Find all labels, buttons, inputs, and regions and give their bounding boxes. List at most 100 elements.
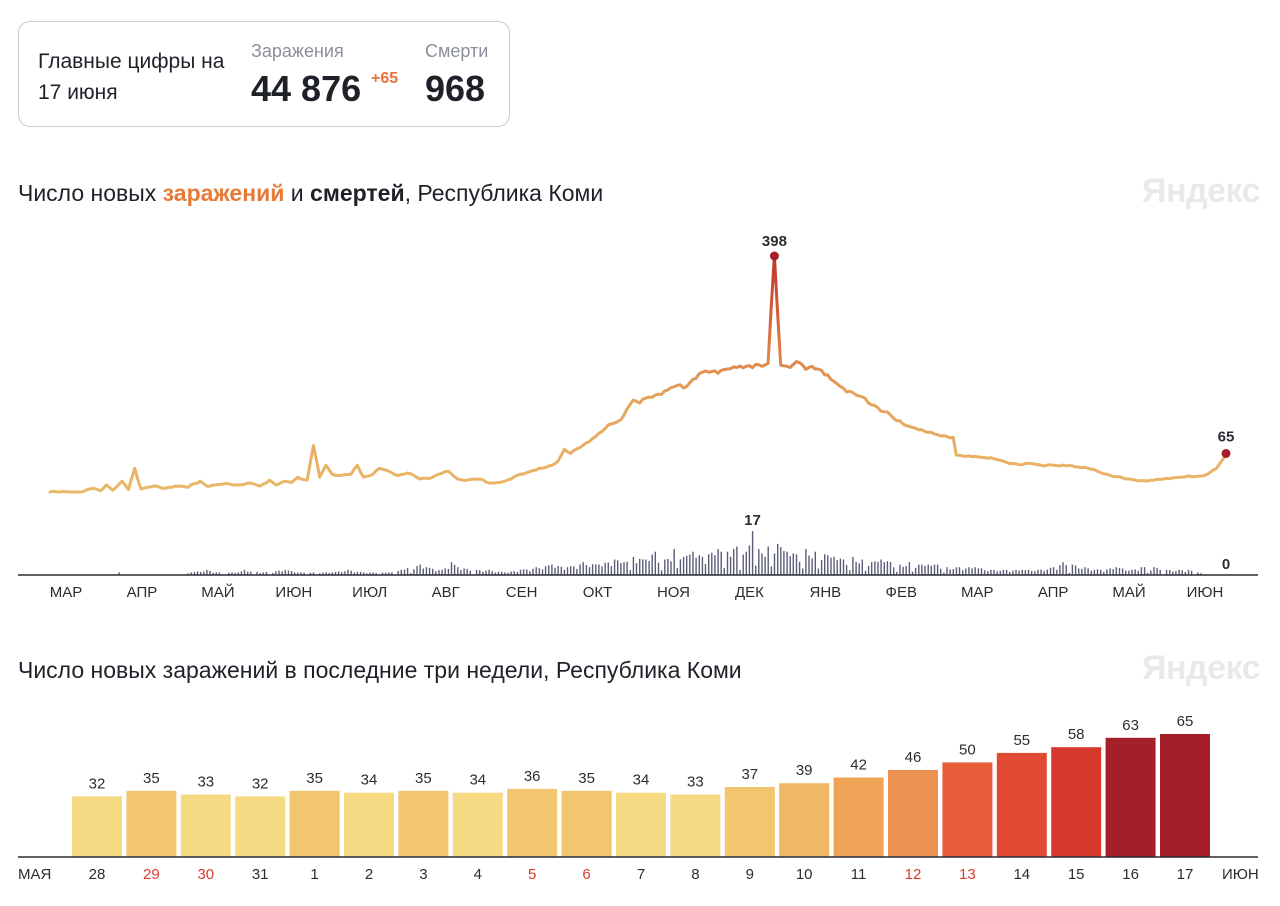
death-bar — [620, 563, 622, 575]
death-bar — [911, 571, 914, 575]
death-bar — [507, 572, 509, 575]
death-bar — [1059, 565, 1061, 575]
death-bar — [234, 572, 236, 575]
death-bar — [993, 570, 995, 575]
death-bar — [795, 554, 798, 575]
day-label: 16 — [1122, 866, 1139, 883]
death-bar — [1043, 570, 1045, 575]
death-bar — [265, 572, 268, 575]
death-bar — [334, 572, 337, 575]
death-bar — [676, 568, 678, 575]
death-bar — [287, 570, 290, 575]
death-bar — [510, 571, 512, 575]
death-bar — [504, 572, 506, 575]
peak-marker — [769, 251, 779, 261]
death-bar — [491, 571, 493, 575]
death-bar — [284, 569, 286, 575]
month-label: АПР — [1038, 584, 1069, 601]
death-bar — [726, 551, 729, 575]
death-bar — [943, 572, 945, 575]
death-bar — [388, 572, 390, 575]
death-bar — [733, 548, 735, 575]
summary-card: Главные цифры на 17 июня Заражения 44 87… — [18, 21, 510, 127]
death-bar — [811, 558, 813, 575]
peak-infections-label: 398 — [762, 233, 787, 250]
month-label: МАЙ — [201, 583, 234, 601]
death-bar — [319, 573, 321, 575]
death-bar — [770, 566, 773, 575]
infections-delta: +65 — [371, 70, 399, 87]
death-bar — [256, 571, 258, 575]
deaths-value: 968 — [425, 68, 486, 109]
chart1-title-part: , Республика Коми — [404, 180, 604, 206]
death-bar — [591, 564, 594, 575]
month-label: АВГ — [432, 584, 460, 601]
death-bar — [466, 568, 468, 575]
death-bar — [1093, 569, 1096, 575]
death-bar — [1190, 570, 1193, 575]
month-label: ОКТ — [583, 584, 613, 601]
day-label: 31 — [252, 866, 269, 883]
death-bar — [237, 572, 239, 575]
death-bar — [711, 552, 713, 575]
death-bar — [1165, 569, 1168, 575]
death-bar — [783, 551, 785, 575]
death-bar — [294, 572, 296, 575]
death-bar — [563, 569, 566, 575]
chart1-title-part: Число новых — [18, 180, 163, 206]
death-bar — [118, 572, 120, 575]
death-bar — [1125, 570, 1127, 575]
death-bar — [566, 567, 569, 575]
bar-value-label: 35 — [415, 770, 432, 787]
death-bar — [1037, 569, 1039, 575]
death-bar — [441, 569, 443, 575]
death-bar — [789, 556, 791, 575]
death-bar — [1046, 569, 1048, 575]
death-bar — [745, 551, 747, 575]
death-bar — [356, 571, 359, 575]
death-bar — [548, 565, 550, 575]
death-bar — [435, 571, 437, 575]
month-label: ФЕВ — [886, 584, 917, 601]
death-bar — [453, 564, 456, 575]
death-bar — [642, 559, 644, 575]
death-bar — [1049, 567, 1052, 575]
death-bar — [946, 567, 948, 575]
day-label: 3 — [419, 866, 427, 883]
day-label: 10 — [796, 866, 813, 883]
death-bar — [199, 571, 202, 575]
death-bar — [588, 567, 591, 575]
death-bar — [522, 569, 525, 575]
death-bar — [971, 568, 973, 575]
death-bar — [375, 573, 377, 575]
infections-value: 44 876 — [251, 68, 362, 109]
death-bar — [714, 555, 716, 575]
death-bar — [814, 551, 816, 575]
bar-value-label: 35 — [306, 770, 323, 787]
death-bar — [272, 572, 274, 575]
death-bar — [573, 566, 575, 575]
death-bar — [729, 556, 732, 575]
death-bar — [513, 571, 515, 575]
month-label: МАР — [50, 584, 83, 601]
bar — [779, 783, 830, 857]
death-bar — [595, 564, 597, 575]
death-bar — [1106, 569, 1108, 575]
death-bar — [309, 572, 312, 575]
death-bar — [921, 564, 923, 575]
death-bar — [463, 568, 465, 575]
death-bar — [692, 551, 694, 575]
death-bar — [864, 570, 867, 575]
bar — [452, 792, 503, 857]
death-bar — [877, 561, 879, 575]
bar-value-label: 42 — [850, 757, 867, 774]
death-bar — [218, 572, 221, 575]
month-label: НОЯ — [657, 584, 690, 601]
death-bar — [836, 560, 838, 575]
death-bar — [927, 564, 929, 575]
death-bar — [337, 571, 340, 575]
day-label: 28 — [89, 866, 106, 883]
death-bar — [457, 567, 459, 575]
day-label: 5 — [528, 866, 536, 883]
death-bar — [635, 563, 638, 575]
